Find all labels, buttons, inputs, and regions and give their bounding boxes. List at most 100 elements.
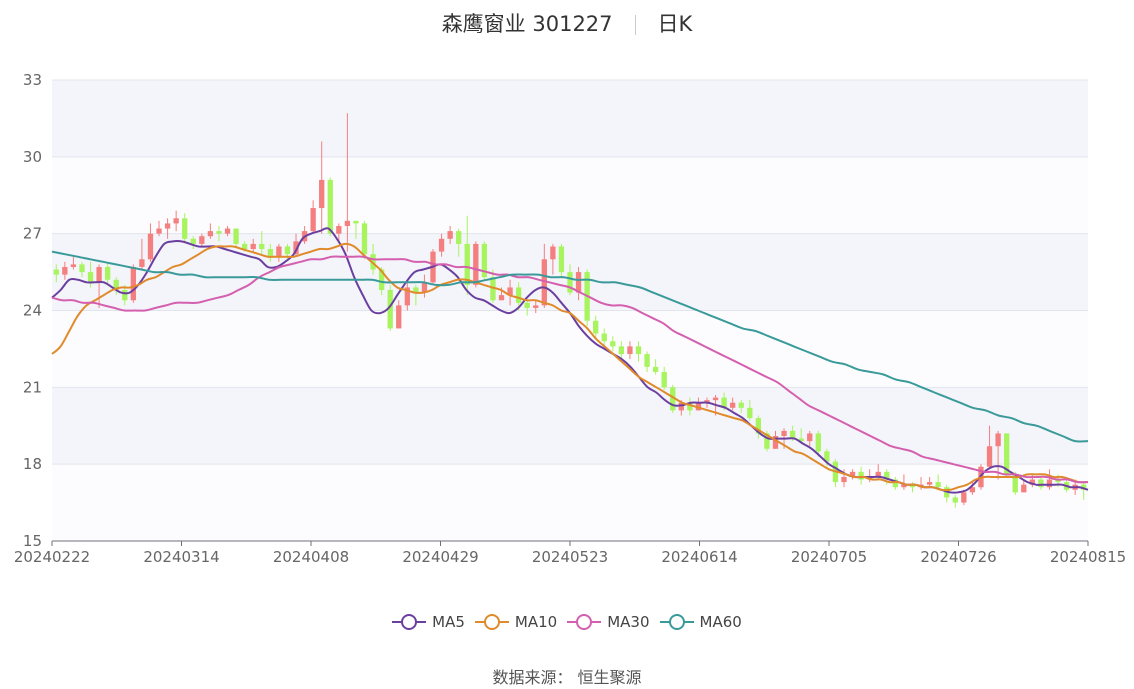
candle-body <box>378 269 385 291</box>
candle-body <box>156 228 162 234</box>
candle-body <box>421 282 428 293</box>
legend-item-ma5[interactable]: MA5 <box>392 613 465 631</box>
candle-body <box>122 290 128 301</box>
candle-body <box>413 287 419 293</box>
candle-body <box>147 233 154 260</box>
y-tick-label: 15 <box>23 532 42 550</box>
candle-body <box>593 320 599 334</box>
grid-band <box>52 156 1088 234</box>
candle-body <box>550 246 556 260</box>
candle-body <box>464 243 470 285</box>
candle-body <box>772 435 779 449</box>
candle-body <box>901 484 907 488</box>
candle-body <box>935 482 941 488</box>
candle-body <box>241 243 248 250</box>
candle-body <box>293 241 299 255</box>
candle-body <box>139 259 145 267</box>
legend-marker-icon <box>392 614 427 630</box>
candle-body <box>62 266 68 275</box>
candle-body <box>233 228 239 244</box>
candle-body <box>610 341 616 347</box>
legend-item-ma30[interactable]: MA30 <box>567 613 650 631</box>
candle-body <box>190 238 196 244</box>
candle-body <box>575 272 582 293</box>
candle-body <box>841 476 847 483</box>
y-tick-label: 30 <box>23 148 42 166</box>
legend-label: MA30 <box>607 613 650 631</box>
candle-body <box>635 346 642 355</box>
candle-body <box>53 269 59 275</box>
candle-body <box>276 246 282 257</box>
candle-body <box>104 266 111 280</box>
candle-body <box>627 346 633 355</box>
candle-body <box>1046 479 1053 488</box>
candle-body <box>113 279 119 291</box>
legend-item-ma10[interactable]: MA10 <box>474 613 557 631</box>
grid-band <box>52 387 1088 465</box>
x-tick-label: 20240614 <box>661 548 737 566</box>
grid-band <box>52 80 1088 157</box>
chart-title: 森鹰窗业 301227 日K <box>0 8 1134 38</box>
legend-label: MA60 <box>699 613 742 631</box>
candle-body <box>250 243 256 250</box>
candle-body <box>661 371 667 388</box>
period-label: 日K <box>657 12 693 36</box>
candle-body <box>79 264 85 273</box>
candle-body <box>815 433 821 452</box>
stock-title: 森鹰窗业 301227 <box>441 12 613 36</box>
candle-body <box>533 305 539 308</box>
candle-body <box>670 387 676 411</box>
candle-body <box>319 179 325 209</box>
y-tick-label: 24 <box>23 302 42 320</box>
candle-body <box>798 438 804 442</box>
candlestick-chart: 15 18 21 24 27 30 33 20240222 20240314 20240408 20… <box>14 71 1126 566</box>
y-tick-label: 33 <box>23 71 42 89</box>
legend-marker-icon <box>659 614 694 630</box>
candle-body <box>1029 479 1036 485</box>
candle-body <box>601 333 607 342</box>
candle-body <box>1038 479 1044 488</box>
candle-body <box>730 402 736 408</box>
candle-body <box>738 402 744 408</box>
y-tick-label: 18 <box>23 455 42 473</box>
candle-body <box>986 446 993 467</box>
candle-body <box>1004 433 1010 475</box>
data-source: 数据来源： 恒生聚源 <box>0 664 1134 688</box>
candle-body <box>884 471 890 480</box>
candle-body <box>387 290 393 329</box>
candle-body <box>678 402 684 411</box>
candle-body <box>327 179 333 234</box>
candle-body <box>541 259 547 306</box>
candle-body <box>173 218 179 224</box>
x-tick-label: 20240726 <box>920 548 996 566</box>
candle-body <box>370 254 376 270</box>
candle-body <box>875 471 881 477</box>
candle-body <box>764 433 770 449</box>
candle-body <box>1021 484 1027 493</box>
candle-body <box>652 366 659 372</box>
legend-marker-icon <box>474 614 509 630</box>
legend-marker-icon <box>567 614 602 630</box>
candle-body <box>892 479 899 488</box>
candle-body <box>926 482 933 485</box>
candle-body <box>361 223 368 255</box>
candle-body <box>567 272 573 293</box>
candle-body <box>447 231 453 239</box>
candle-body <box>704 400 710 403</box>
x-tick-label: 20240705 <box>791 548 867 566</box>
candle-body <box>456 231 462 244</box>
candle-body <box>952 497 958 503</box>
legend: MA5 MA10 MA30 MA60 <box>0 613 1134 634</box>
legend-item-ma60[interactable]: MA60 <box>659 613 742 631</box>
candle-body <box>712 397 719 401</box>
candle-body <box>216 231 222 234</box>
candle-body <box>353 220 359 224</box>
candle-body <box>524 302 530 308</box>
x-tick-label: 20240314 <box>143 548 219 566</box>
candle-body <box>310 208 316 232</box>
candle-body <box>969 487 976 493</box>
candle-body <box>130 266 136 301</box>
series-line-ma10 <box>51 242 1089 492</box>
candle-body <box>687 402 693 411</box>
series-line-ma60 <box>51 250 1089 443</box>
